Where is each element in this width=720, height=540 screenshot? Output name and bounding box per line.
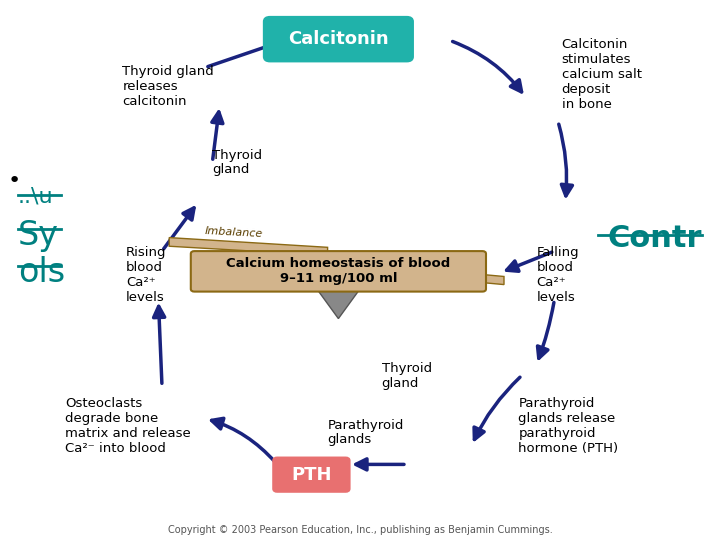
Text: Thyroid gland
releases
calcitonin: Thyroid gland releases calcitonin xyxy=(122,65,214,108)
Text: Copyright © 2003 Pearson Education, Inc., publishing as Benjamin Cummings.: Copyright © 2003 Pearson Education, Inc.… xyxy=(168,524,552,535)
Text: Falling
blood
Ca²⁺
levels: Falling blood Ca²⁺ levels xyxy=(536,246,579,303)
Text: Imbalance: Imbalance xyxy=(204,226,264,239)
Text: Calcitonin: Calcitonin xyxy=(288,30,389,48)
Text: Contr: Contr xyxy=(608,224,702,253)
Text: Sy: Sy xyxy=(18,219,59,252)
Text: •: • xyxy=(7,171,20,191)
Text: PTH: PTH xyxy=(292,465,332,484)
Text: Rising
blood
Ca²⁺
levels: Rising blood Ca²⁺ levels xyxy=(126,246,166,303)
FancyBboxPatch shape xyxy=(191,251,486,292)
Text: Osteoclasts
degrade bone
matrix and release
Ca²⁻ into blood: Osteoclasts degrade bone matrix and rele… xyxy=(65,397,191,455)
Text: Calcium homeostasis of blood
9–11 mg/100 ml: Calcium homeostasis of blood 9–11 mg/100… xyxy=(226,257,451,285)
Text: ols: ols xyxy=(18,256,65,289)
Text: Calcitonin
stimulates
calcium salt
deposit
in bone: Calcitonin stimulates calcium salt depos… xyxy=(562,38,642,111)
FancyBboxPatch shape xyxy=(274,458,349,491)
Polygon shape xyxy=(385,266,504,285)
Text: Imbalance: Imbalance xyxy=(415,257,474,270)
Polygon shape xyxy=(317,289,360,319)
Text: Thyroid
gland: Thyroid gland xyxy=(212,148,263,177)
Polygon shape xyxy=(169,238,328,255)
Text: ..\u: ..\u xyxy=(18,186,53,206)
Text: Parathyroid
glands: Parathyroid glands xyxy=(328,418,404,447)
Text: Parathyroid
glands release
parathyroid
hormone (PTH): Parathyroid glands release parathyroid h… xyxy=(518,397,618,455)
Text: Thyroid
gland: Thyroid gland xyxy=(382,362,432,390)
FancyBboxPatch shape xyxy=(264,17,413,61)
